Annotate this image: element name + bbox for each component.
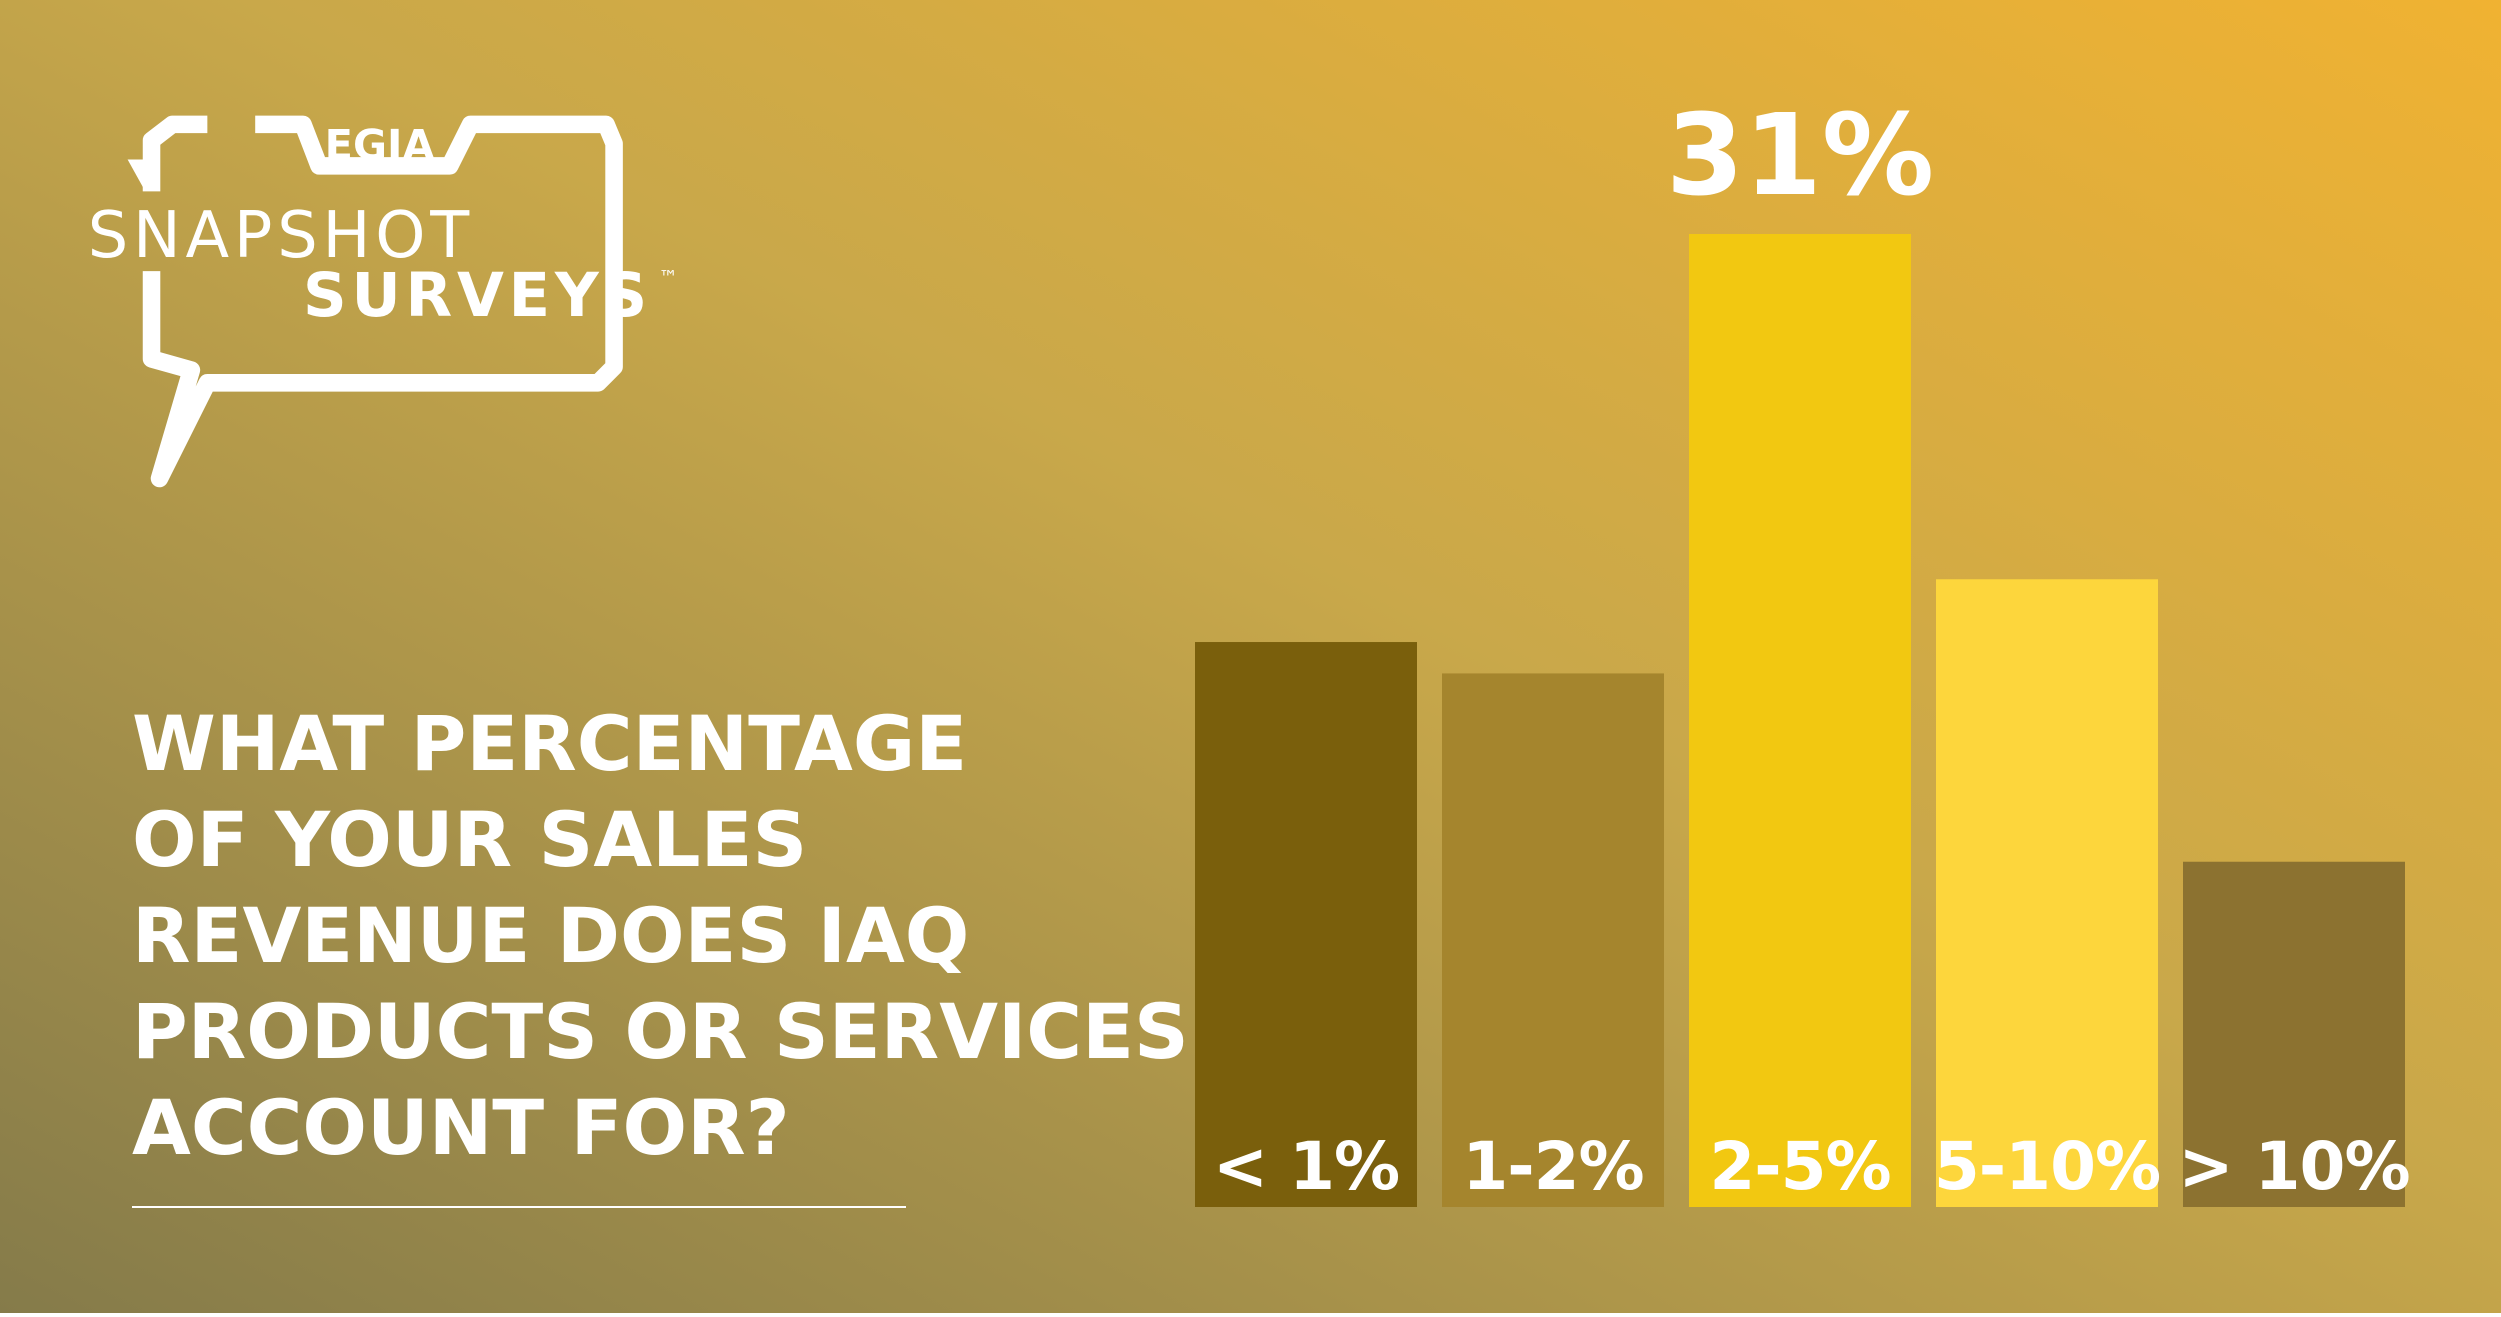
bar: [2183, 861, 2405, 1207]
chart-title: WHAT PERCENTAGE: [132, 699, 967, 788]
chart-title: PRODUCTS OR SERVICES: [132, 987, 1189, 1076]
x-tick-label: 2-5%: [1709, 1128, 1890, 1205]
chart-title: OF YOUR SALES: [132, 795, 807, 884]
logo-line1: SNAPSHOT: [88, 199, 474, 273]
bar: [1442, 673, 1664, 1207]
bar: [1936, 579, 2158, 1207]
x-tick-label: < 1%: [1213, 1128, 1399, 1205]
chart-title: REVENUE DOES IAQ: [132, 891, 969, 980]
chart-title: ACCOUNT FOR?: [132, 1083, 790, 1172]
logo: EGIA SNAPSHOT SURVEYS ™: [88, 115, 678, 488]
bar: [1689, 234, 1911, 1207]
logo-arrow: [127, 159, 160, 189]
bar: [1195, 642, 1417, 1207]
logo-line2: SURVEYS: [303, 261, 652, 331]
x-tick-label: 1-2%: [1462, 1128, 1643, 1205]
x-tick-label: 5-10%: [1934, 1128, 2160, 1205]
value-label: 31%: [1666, 91, 1934, 221]
logo-badge: EGIA: [325, 122, 435, 170]
x-tick-label: > 10%: [2178, 1128, 2409, 1205]
logo-mark: ™: [659, 266, 678, 289]
